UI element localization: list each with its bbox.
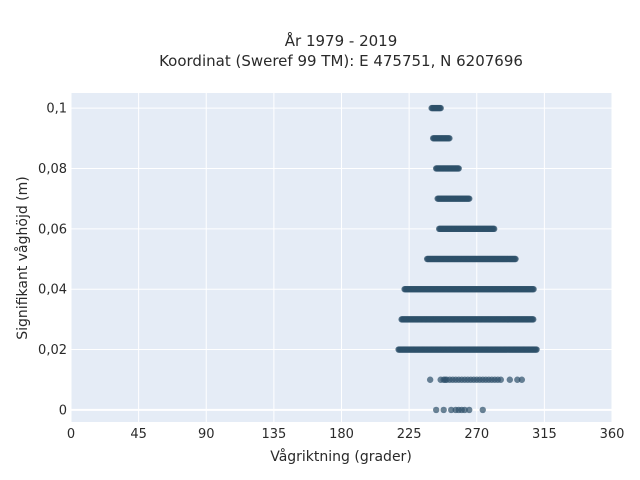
y-tick-label: 0,1: [46, 102, 67, 117]
data-point: [466, 195, 473, 202]
x-tick-label: 45: [130, 427, 147, 442]
data-point: [512, 255, 519, 263]
data-point: [426, 376, 434, 383]
x-tick-label: 0: [67, 427, 75, 442]
y-tick-label: 0,02: [38, 343, 67, 358]
x-tick-label: 270: [464, 427, 489, 442]
x-tick-label: 180: [329, 427, 354, 442]
data-point: [466, 406, 473, 414]
x-tick-label: 225: [397, 427, 422, 442]
data-point: [461, 406, 468, 414]
y-tick-label: 0: [59, 403, 67, 418]
chart-title-line2: Koordinat (Sweref 99 TM): E 475751, N 62…: [159, 52, 523, 70]
data-point: [518, 376, 526, 383]
data-point: [440, 406, 447, 414]
data-point: [446, 135, 453, 142]
data-point: [497, 376, 504, 383]
data-point: [432, 406, 440, 414]
data-point: [514, 376, 521, 383]
x-tick-labels: 0 45 90 135 180 225 270 315 360: [67, 427, 625, 442]
y-tick-label: 0,06: [38, 222, 67, 237]
y-axis-label: Signifikant våghöjd (m): [14, 176, 31, 339]
data-point: [448, 406, 455, 414]
data-point: [437, 104, 444, 112]
data-point: [533, 346, 540, 353]
data-point: [530, 316, 537, 323]
x-tick-label: 90: [198, 427, 215, 442]
chart-title-line1: År 1979 - 2019: [285, 31, 398, 50]
x-tick-label: 360: [600, 427, 625, 442]
y-tick-label: 0,08: [38, 162, 67, 177]
data-point: [455, 165, 462, 172]
y-tick-label: 0,04: [38, 283, 67, 298]
x-axis-label: Vågriktning (grader): [270, 448, 412, 465]
data-point: [530, 285, 537, 293]
x-tick-label: 135: [261, 427, 286, 442]
data-point: [490, 225, 498, 233]
data-points: [395, 104, 540, 414]
y-tick-labels: 0 0,02 0,04 0,06 0,08 0,1: [38, 102, 67, 419]
data-point: [506, 376, 514, 383]
x-tick-label: 315: [532, 427, 557, 442]
data-point: [479, 406, 486, 414]
